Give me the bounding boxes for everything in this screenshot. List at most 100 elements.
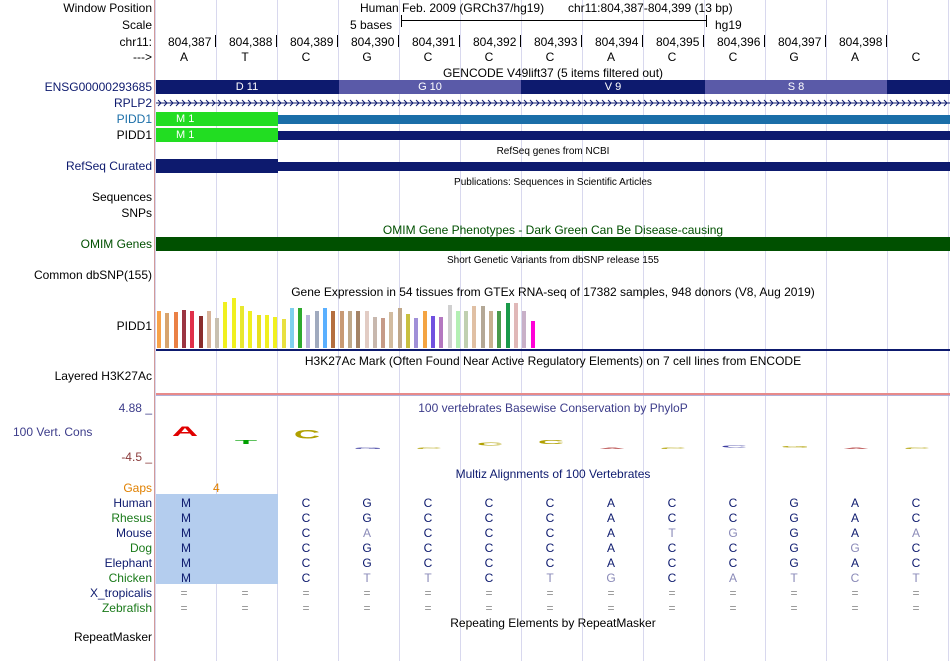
gtex-tissue-bar[interactable] [298, 308, 303, 348]
gtex-tissue-bar[interactable] [372, 317, 377, 348]
gtex-tissue-bar[interactable] [173, 312, 178, 348]
alignment-base: C [423, 526, 433, 540]
species-label-x_tropicalis[interactable]: X_tropicalis [89, 586, 152, 600]
alignment-base: = [424, 586, 432, 600]
alignment-base: A [606, 496, 615, 510]
gtex-tissue-bar[interactable] [530, 321, 535, 348]
gtex-tissue-bar[interactable] [281, 319, 286, 348]
alignment-base: = [180, 586, 188, 600]
gtex-tissue-bar[interactable] [522, 311, 527, 348]
strand-chevron-icon [307, 99, 312, 107]
gtex-tissue-bar[interactable] [497, 311, 502, 348]
strand-chevron-icon [337, 99, 342, 107]
gtex-tissue-bar[interactable] [157, 311, 161, 348]
species-label-human[interactable]: Human [113, 496, 152, 510]
h3k27ac-signal[interactable] [156, 393, 950, 395]
pidd1-gene-label-a[interactable]: PIDD1 [116, 112, 152, 126]
gtex-tissue-bar[interactable] [206, 311, 211, 348]
strand-chevron-icon [907, 99, 912, 107]
gtex-tissue-bar[interactable] [489, 311, 493, 348]
pidd1-transcript-b[interactable] [156, 131, 950, 140]
gtex-tissue-bar[interactable] [256, 315, 261, 348]
gtex-tissue-bar[interactable] [422, 311, 427, 348]
strand-chevron-icon [259, 99, 264, 107]
alignment-base: T [424, 571, 432, 585]
refseq-transcript[interactable] [156, 162, 950, 171]
omim-gene-bar[interactable] [156, 237, 950, 251]
gtex-tissue-bar[interactable] [439, 317, 444, 348]
gtex-tissue-bar[interactable] [248, 311, 253, 348]
strand-chevron-icon [835, 99, 840, 107]
gtex-tissue-bar[interactable] [447, 305, 452, 348]
species-label-elephant[interactable]: Elephant [104, 556, 152, 570]
gtex-tissue-bar[interactable] [472, 306, 477, 348]
alignment-base: G [789, 496, 799, 510]
alignment-base: = [546, 601, 554, 615]
species-label-zebrafish[interactable]: Zebrafish [101, 601, 152, 615]
rplp2-intron-line[interactable] [156, 97, 950, 109]
gtex-tissue-bar[interactable] [381, 318, 386, 348]
species-label-mouse[interactable]: Mouse [115, 526, 152, 540]
gtex-tissue-bar[interactable] [397, 308, 402, 348]
alignment-base: C [484, 526, 494, 540]
gtex-tissue-bar[interactable] [289, 308, 294, 348]
alignment-base: C [423, 511, 433, 525]
gtex-tissue-bar[interactable] [480, 306, 485, 348]
ruler-position: 804,396 [717, 35, 761, 49]
gtex-tissue-bar[interactable] [198, 316, 203, 348]
gtex-tissue-bar[interactable] [323, 308, 327, 348]
dbsnp-label[interactable]: Common dbSNP(155) [33, 268, 152, 282]
strand-chevron-icon [235, 99, 240, 107]
ruler-position: 804,398 [839, 35, 883, 49]
gtex-tissue-bar[interactable] [339, 311, 344, 348]
alignment-base: C [667, 571, 677, 585]
gtex-tissue-bar[interactable] [389, 312, 394, 348]
species-label-rhesus[interactable]: Rhesus [111, 511, 152, 525]
strand-chevron-icon [517, 99, 522, 107]
gtex-tissue-bar[interactable] [190, 311, 195, 348]
h3k27ac-label[interactable]: Layered H3K27Ac [54, 369, 152, 383]
conservation-letter: C [293, 427, 321, 441]
gtex-tissue-bar[interactable] [264, 315, 269, 348]
alignment-base: G [362, 556, 372, 570]
gtex-tissue-bar[interactable] [505, 303, 510, 348]
cons-label[interactable]: 100 Vert. Cons [13, 425, 93, 439]
rplp2-gene-label[interactable]: RPLP2 [113, 96, 152, 110]
pidd1-gene-label-b[interactable]: PIDD1 [116, 128, 152, 142]
gtex-tissue-bar[interactable] [455, 311, 460, 348]
gtex-tissue-bar[interactable] [430, 316, 435, 348]
omim-label[interactable]: OMIM Genes [80, 237, 152, 251]
gtex-tissue-bar[interactable] [331, 311, 336, 348]
ruler-position: 804,392 [473, 35, 517, 49]
species-label-dog[interactable]: Dog [129, 541, 152, 555]
alignment-base: C [911, 541, 921, 555]
gtex-gene-label[interactable]: PIDD1 [116, 319, 152, 333]
gtex-tissue-bar[interactable] [356, 311, 361, 348]
gtex-tissue-bar[interactable] [181, 310, 186, 348]
gtex-tissue-bar[interactable] [347, 311, 352, 348]
strand-chevron-icon [679, 99, 684, 107]
pidd1-transcript-a[interactable] [156, 115, 950, 124]
gtex-tissue-bar[interactable] [314, 311, 319, 348]
gtex-tissue-bar[interactable] [513, 303, 518, 348]
gtex-tissue-bar[interactable] [464, 311, 469, 348]
gaps-label[interactable]: Gaps [123, 481, 152, 495]
repeatmasker-label[interactable]: RepeatMasker [73, 630, 152, 644]
gtex-tissue-bar[interactable] [306, 315, 311, 348]
gtex-tissue-bar[interactable] [223, 302, 228, 348]
refseq-exon[interactable] [156, 159, 278, 173]
scale-bar [401, 20, 707, 21]
snps-label[interactable]: SNPs [121, 206, 152, 220]
gtex-tissue-bar[interactable] [364, 311, 369, 348]
gtex-tissue-bar[interactable] [215, 318, 220, 348]
ensg-gene-label[interactable]: ENSG00000293685 [44, 80, 152, 94]
species-label-chicken[interactable]: Chicken [108, 571, 152, 585]
gtex-tissue-bar[interactable] [240, 306, 244, 348]
sequences-label[interactable]: Sequences [91, 190, 152, 204]
gtex-tissue-bar[interactable] [414, 318, 419, 348]
gtex-tissue-bar[interactable] [231, 298, 236, 348]
gtex-tissue-bar[interactable] [406, 314, 410, 348]
gtex-tissue-bar[interactable] [165, 313, 170, 348]
refseq-label[interactable]: RefSeq Curated [65, 159, 152, 173]
gtex-tissue-bar[interactable] [273, 317, 278, 348]
